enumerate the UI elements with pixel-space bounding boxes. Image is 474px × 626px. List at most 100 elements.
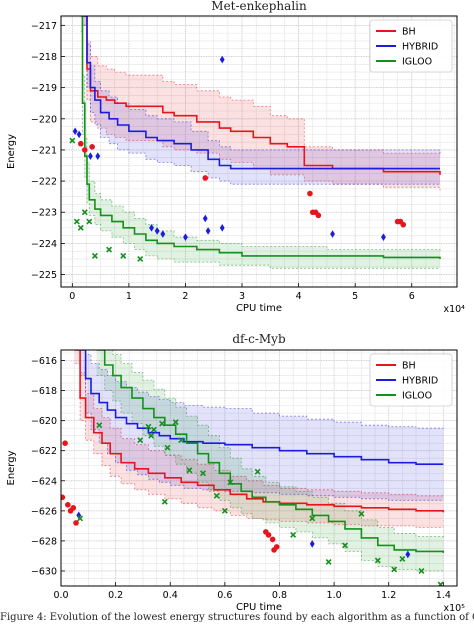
point-igloo (399, 555, 406, 562)
point-igloo (164, 444, 171, 451)
point-bh (78, 140, 84, 147)
y-tick-label: −221 (31, 145, 57, 156)
point-igloo (69, 137, 76, 144)
point-bh (315, 212, 322, 219)
point-igloo (200, 470, 206, 477)
x-axis-label: CPU time (236, 602, 282, 613)
series-line-bh (74, 350, 445, 513)
series-line-hybrid (83, 16, 440, 170)
point-hybrid (72, 127, 78, 136)
figure-caption: Figure 4: Evolution of the lowest energy… (0, 612, 474, 623)
legend-label-hybrid: HYBRID (402, 42, 438, 53)
band-lower-hybrid (83, 24, 440, 185)
x-tick-label: 1.0 (327, 590, 342, 601)
x-tick-label: 0 (69, 291, 75, 302)
point-igloo (91, 252, 98, 259)
point-igloo (148, 432, 155, 439)
band-bh (74, 350, 444, 528)
point-hybrid (330, 230, 335, 238)
point-igloo (358, 510, 365, 517)
point-bh (307, 190, 313, 197)
point-igloo (325, 558, 332, 565)
point-hybrid (219, 55, 225, 64)
x-tick-label: 1.4 (436, 590, 451, 601)
point-igloo (73, 218, 80, 225)
y-tick-label: −618 (31, 386, 57, 397)
point-igloo (81, 209, 88, 216)
point-bh (73, 520, 79, 526)
y-tick-label: −620 (31, 416, 57, 427)
legend: BH HYBRID IGLOO (369, 19, 453, 73)
x-axis-label: CPU time (236, 303, 282, 314)
point-hybrid (405, 550, 411, 559)
series-layer (61, 350, 445, 586)
series-line-hybrid (80, 350, 444, 465)
band-lower-igloo (96, 375, 444, 573)
chart-df-c-myb: 0.0 0.2 0.4 0.6 0.8 1.0 1.2 1.4 −630 −628 −626 −624… (6, 332, 465, 614)
y-tick-label: −622 (31, 446, 57, 457)
y-tick-label: −217 (31, 21, 57, 32)
y-tick-label: −624 (31, 476, 57, 487)
point-igloo (437, 581, 444, 586)
x-tick-label: 1 (126, 291, 132, 302)
y-tick-label: −224 (31, 239, 57, 250)
y-tick-label: −218 (31, 52, 57, 63)
chart-title: Met-enkephalin (211, 0, 307, 13)
y-tick-label: −219 (31, 83, 57, 94)
band-upper-igloo (96, 350, 444, 538)
point-igloo (221, 507, 228, 514)
band-hybrid (80, 350, 444, 501)
y-tick-label: −626 (31, 506, 57, 517)
point-bh (81, 147, 88, 153)
point-igloo (145, 423, 152, 430)
band-upper-bh (83, 16, 441, 157)
band-lower-bh (74, 363, 444, 528)
point-bh (265, 532, 272, 538)
point-igloo (106, 246, 113, 253)
point-igloo (227, 479, 234, 486)
x-tick-label: 0.6 (217, 590, 232, 601)
point-hybrid (183, 233, 188, 241)
point-igloo (77, 515, 84, 522)
point-hybrid (149, 224, 154, 232)
point-hybrid (76, 130, 82, 139)
point-igloo (161, 498, 168, 505)
legend-box (369, 19, 453, 73)
y-tick-label: −630 (31, 566, 57, 577)
band-igloo (96, 350, 444, 573)
point-igloo (254, 468, 261, 475)
point-igloo (418, 568, 425, 574)
legend-label-igloo: IGLOO (402, 57, 432, 68)
point-bh (62, 440, 68, 446)
y-tick-label: −222 (31, 177, 57, 188)
x-tick-label: 6 (409, 291, 415, 302)
chart-met-enkephalin: 0 1 2 3 4 5 6 −225 −224 −223 −222 −221 −220 −219 −218 −… (6, 0, 465, 315)
legend-box (369, 353, 453, 407)
y-axis-label: Energy (6, 450, 17, 485)
point-hybrid (309, 540, 315, 548)
point-igloo (86, 218, 93, 225)
point-hybrid (154, 227, 160, 235)
band-lower-igloo (80, 31, 440, 269)
point-bh (273, 544, 280, 550)
band-bh (83, 16, 440, 191)
x-tick-label: 5 (352, 291, 358, 302)
legend-label-hybrid: HYBRID (402, 376, 438, 387)
y-tick-label: −223 (31, 208, 57, 219)
grid (60, 350, 458, 587)
point-igloo (342, 542, 348, 549)
point-igloo (137, 256, 144, 262)
x-tick-label: 3 (239, 291, 245, 302)
band-upper-hybrid (83, 16, 441, 154)
x-axis-exponent: x10⁴ (443, 304, 465, 315)
y-axis-label: Energy (6, 134, 17, 169)
point-igloo (159, 420, 166, 427)
point-bh (400, 221, 407, 228)
point-hybrid (202, 214, 208, 223)
point-bh (61, 494, 66, 501)
point-igloo (290, 531, 297, 538)
x-axis-exponent: x10⁵ (443, 603, 465, 614)
point-igloo (77, 224, 84, 231)
point-hybrid (88, 152, 93, 160)
point-bh (65, 502, 71, 508)
